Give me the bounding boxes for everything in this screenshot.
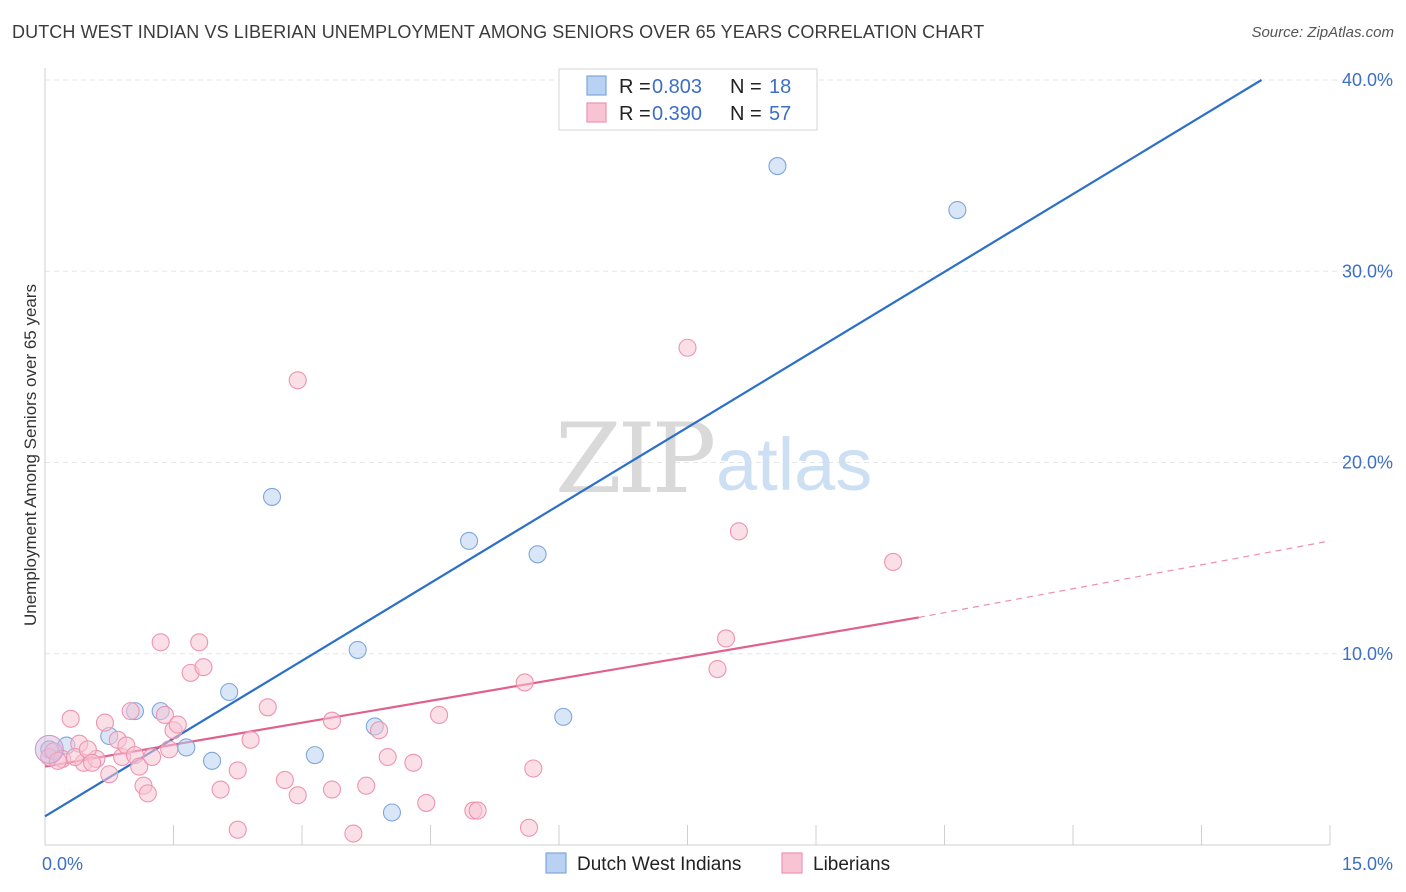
legend-swatch-blue xyxy=(586,75,607,96)
data-point-liberians xyxy=(155,705,174,725)
data-point-liberians xyxy=(228,820,247,839)
y-axis-label: Unemployment Among Seniors over 65 years xyxy=(21,284,40,626)
data-point-dutch-west-indians xyxy=(203,751,222,770)
x-tick-label: 0.0% xyxy=(42,854,83,874)
data-point-liberians xyxy=(211,780,230,799)
legend-n-label-blue: N = xyxy=(730,76,767,98)
y-tick-label: 40.0% xyxy=(1342,70,1393,90)
data-point-liberians xyxy=(258,698,277,717)
data-point-liberians xyxy=(168,715,187,734)
data-point-liberians xyxy=(151,633,170,652)
legend-r-label-pink: R = xyxy=(619,103,656,125)
bottom-legend: Dutch West Indians Liberians xyxy=(545,852,890,875)
bottom-legend-label-pink: Liberians xyxy=(813,854,890,875)
data-point-liberians xyxy=(678,338,697,357)
data-point-dutch-west-indians xyxy=(554,707,573,726)
data-point-liberians xyxy=(275,770,294,790)
data-point-liberians xyxy=(378,747,397,767)
data-point-liberians xyxy=(884,552,903,572)
tick-labels: 10.0% 20.0% 30.0% 40.0% 0.0% 15.0% xyxy=(42,70,1393,874)
data-points xyxy=(34,157,967,843)
data-point-liberians xyxy=(288,786,307,805)
data-point-liberians xyxy=(322,780,342,799)
data-point-liberians xyxy=(729,522,748,541)
legend-r-value-pink: 0.390 xyxy=(652,103,702,125)
x-tick-label: 15.0% xyxy=(1342,854,1393,874)
y-tick-label: 30.0% xyxy=(1342,261,1393,281)
data-point-dutch-west-indians xyxy=(348,640,367,659)
data-point-liberians xyxy=(344,824,363,843)
data-point-liberians xyxy=(524,759,543,778)
data-point-liberians xyxy=(288,371,307,390)
data-point-liberians xyxy=(241,730,260,749)
data-point-liberians xyxy=(143,747,162,767)
data-point-dutch-west-indians xyxy=(305,746,324,765)
grid-lines xyxy=(45,79,1392,655)
data-point-liberians xyxy=(708,659,727,679)
bottom-legend-label-blue: Dutch West Indians xyxy=(577,854,741,875)
trend-line-blue xyxy=(44,79,1263,818)
data-point-dutch-west-indians xyxy=(948,201,967,220)
data-point-dutch-west-indians xyxy=(528,545,547,564)
trend-line-extension-pink xyxy=(918,540,1331,619)
legend-n-value-pink: 57 xyxy=(769,103,791,125)
y-tick-label: 10.0% xyxy=(1342,644,1393,664)
data-point-liberians xyxy=(83,753,102,772)
data-point-liberians xyxy=(519,818,539,837)
data-point-liberians xyxy=(130,757,149,776)
data-point-liberians xyxy=(228,761,247,780)
data-point-liberians xyxy=(430,705,449,725)
legend-n-label-pink: N = xyxy=(730,103,767,125)
legend: R = 0.803 N = 18 R = 0.390 N = 57 xyxy=(558,68,818,131)
data-point-liberians xyxy=(138,784,157,803)
bottom-legend-swatch-blue xyxy=(545,852,567,874)
data-point-liberians xyxy=(716,629,736,648)
data-point-dutch-west-indians xyxy=(768,157,787,176)
data-point-liberians xyxy=(417,793,436,812)
data-point-dutch-west-indians xyxy=(459,531,479,550)
data-point-dutch-west-indians xyxy=(220,682,239,702)
data-point-dutch-west-indians xyxy=(382,803,402,822)
data-point-liberians xyxy=(160,740,179,759)
data-point-dutch-west-indians xyxy=(177,738,196,757)
legend-r-value-blue: 0.803 xyxy=(652,76,702,98)
data-point-liberians xyxy=(61,709,80,728)
y-tick-label: 20.0% xyxy=(1342,453,1393,473)
data-point-liberians xyxy=(357,776,376,795)
data-point-liberians xyxy=(322,711,342,730)
data-point-liberians xyxy=(190,633,209,652)
data-point-liberians xyxy=(95,713,115,732)
data-point-liberians xyxy=(121,702,140,721)
data-point-liberians xyxy=(100,765,119,784)
bottom-legend-swatch-pink xyxy=(781,852,803,874)
data-point-dutch-west-indians xyxy=(262,487,282,506)
data-point-liberians xyxy=(404,753,423,772)
chart-title: DUTCH WEST INDIAN VS LIBERIAN UNEMPLOYME… xyxy=(12,22,985,42)
axes xyxy=(44,68,1331,846)
data-point-liberians xyxy=(515,673,534,692)
watermark-atlas: atlas xyxy=(716,423,872,506)
legend-swatch-pink xyxy=(586,102,607,123)
source-label: Source: ZipAtlas.com xyxy=(1251,24,1394,41)
data-point-liberians xyxy=(468,801,487,820)
legend-r-label-blue: R = xyxy=(619,76,656,98)
data-point-liberians xyxy=(194,658,213,677)
legend-n-value-blue: 18 xyxy=(769,76,791,98)
data-point-cluster xyxy=(34,734,64,764)
data-point-liberians xyxy=(370,721,389,740)
